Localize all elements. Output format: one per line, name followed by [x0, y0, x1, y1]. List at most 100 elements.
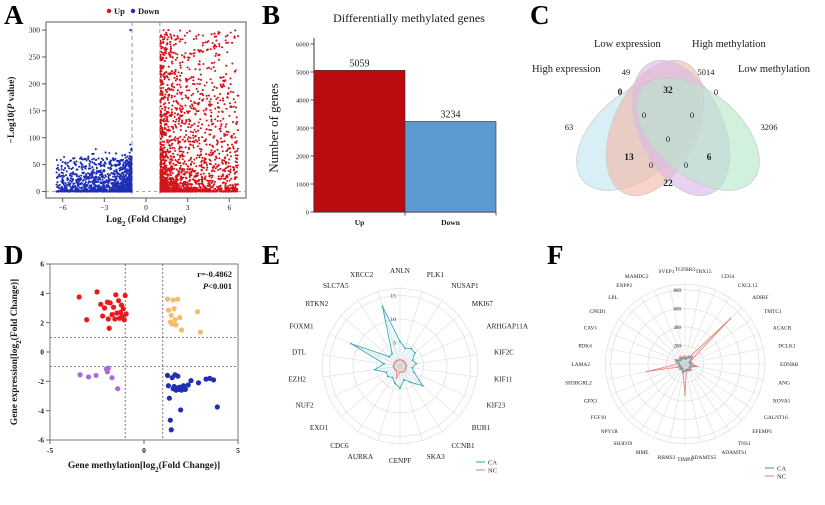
- data-point: [187, 118, 191, 121]
- data-point: [193, 179, 196, 182]
- data-point: [204, 188, 207, 192]
- data-point: [174, 125, 177, 128]
- data-point: [223, 132, 226, 135]
- data-point: [209, 115, 212, 118]
- radar-category-label: SH3BGRL2: [565, 381, 592, 387]
- data-point: [168, 188, 171, 191]
- data-point: [163, 161, 166, 164]
- data-point: [180, 121, 183, 124]
- data-point: [65, 184, 68, 187]
- data-point: [76, 294, 82, 300]
- data-point: [211, 152, 215, 156]
- data-point: [224, 125, 227, 128]
- data-point: [173, 34, 176, 37]
- radar-category-label: SKA3: [427, 453, 445, 461]
- data-point: [99, 181, 102, 184]
- data-point: [231, 41, 234, 44]
- data-point: [234, 69, 237, 72]
- data-point: [104, 187, 107, 190]
- data-point: [75, 173, 78, 176]
- data-point: [191, 131, 195, 134]
- data-point: [176, 160, 179, 164]
- radar-spoke: [340, 365, 401, 418]
- data-point: [175, 118, 178, 121]
- venn-label-high-methylation: High methylation: [692, 39, 767, 50]
- data-point: [169, 50, 172, 53]
- radar-category-label: RTKN2: [305, 300, 328, 308]
- data-point: [190, 174, 193, 177]
- data-point: [171, 176, 174, 180]
- data-point: [162, 103, 165, 106]
- data-point: [200, 175, 203, 178]
- data-point: [93, 176, 96, 179]
- data-point: [217, 58, 220, 61]
- data-point: [172, 120, 175, 123]
- data-point: [179, 104, 182, 107]
- data-point: [201, 89, 204, 92]
- data-point: [234, 160, 237, 163]
- data-point: [129, 143, 132, 146]
- data-point: [235, 122, 238, 126]
- data-point: [159, 166, 163, 169]
- data-point: [220, 145, 223, 148]
- data-point: [189, 143, 192, 146]
- data-point: [184, 189, 187, 192]
- data-point: [163, 33, 166, 36]
- data-point: [203, 176, 206, 180]
- data-point: [220, 46, 224, 49]
- data-point: [166, 176, 169, 179]
- data-point: [192, 144, 195, 147]
- data-point: [126, 179, 129, 182]
- y-tick-label: -4: [38, 406, 44, 415]
- data-point: [180, 146, 183, 149]
- data-point: [222, 76, 225, 79]
- data-point: [194, 134, 197, 138]
- data-point: [163, 77, 166, 80]
- venn-label-high-expression: High expression: [532, 64, 601, 75]
- data-point: [205, 143, 208, 146]
- data-point: [196, 172, 199, 175]
- data-point: [86, 177, 89, 180]
- data-point: [106, 181, 109, 184]
- data-point: [176, 56, 179, 59]
- data-point: [58, 173, 61, 176]
- data-point: [180, 169, 184, 172]
- data-point: [161, 158, 164, 162]
- legend-label-ca: CA: [777, 465, 786, 472]
- data-point: [226, 133, 229, 136]
- data-point: [220, 161, 223, 164]
- radar-category-label: CXCL12: [738, 283, 758, 289]
- data-point: [192, 146, 195, 149]
- data-point: [159, 55, 162, 58]
- data-point: [202, 185, 205, 188]
- data-point: [235, 116, 238, 119]
- data-point: [199, 49, 202, 52]
- data-point: [168, 161, 171, 164]
- data-point: [179, 166, 182, 170]
- data-point: [222, 83, 225, 86]
- data-point: [68, 185, 71, 188]
- data-point: [171, 104, 174, 107]
- data-point: [170, 70, 174, 73]
- data-point: [179, 135, 182, 138]
- data-point: [181, 138, 184, 141]
- radar-point: [696, 365, 699, 368]
- data-point: [91, 166, 94, 169]
- data-point: [200, 173, 203, 176]
- data-point: [183, 34, 186, 37]
- venn-count-hm-lm: 0: [714, 87, 718, 97]
- correlation-p-label: P<0.001: [203, 281, 232, 291]
- data-point: [194, 108, 197, 111]
- radar-spoke: [640, 363, 686, 431]
- data-point: [100, 313, 106, 319]
- data-point: [85, 190, 88, 193]
- y-tick-label: 100: [29, 133, 41, 142]
- data-point: [171, 306, 177, 312]
- data-point: [218, 42, 221, 46]
- data-point: [219, 125, 222, 128]
- data-point: [187, 56, 190, 59]
- data-point: [82, 175, 86, 178]
- data-point: [217, 175, 220, 178]
- radar-grid: [322, 287, 478, 445]
- data-point: [168, 114, 171, 117]
